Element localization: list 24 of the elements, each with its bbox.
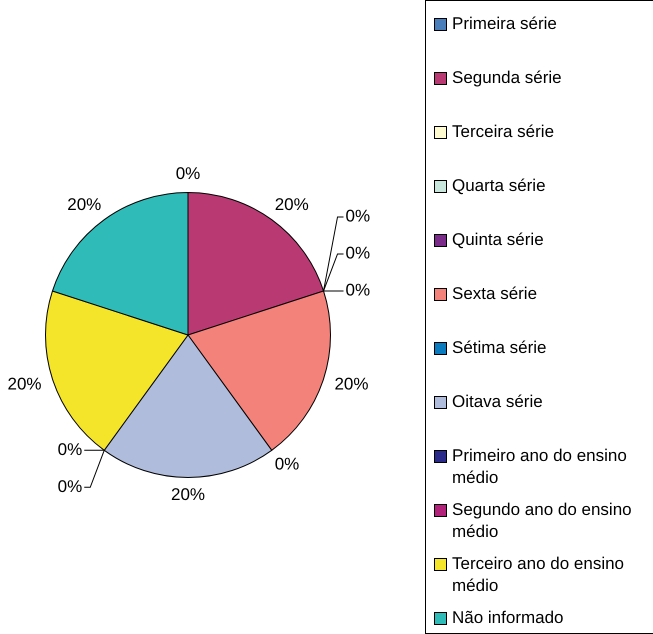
legend-label: Primeira série bbox=[452, 13, 557, 35]
data-label: 20% bbox=[274, 194, 309, 214]
text: 0% bbox=[346, 206, 370, 226]
data-label: 20% bbox=[170, 485, 206, 504]
legend-label: Primeiro ano do ensino médio bbox=[452, 445, 628, 489]
legend-label: Terceira série bbox=[452, 121, 554, 143]
data-label: 20% bbox=[334, 374, 368, 394]
text: 0% bbox=[346, 280, 370, 300]
legend-label: Quarta série bbox=[452, 175, 546, 197]
legend-label: Quinta série bbox=[452, 229, 544, 251]
legend-label: Terceiro ano do ensino médio bbox=[452, 553, 626, 597]
legend-label: Oitava série bbox=[452, 391, 543, 413]
legend-label: Segunda série bbox=[452, 67, 562, 89]
text: 0% bbox=[346, 244, 370, 263]
text: 0% bbox=[58, 440, 82, 459]
text: 0% bbox=[58, 476, 82, 496]
text: 0% bbox=[274, 454, 300, 474]
legend-label: Sétima série bbox=[452, 337, 546, 359]
text: 0% bbox=[176, 164, 200, 184]
legend-label: Segundo ano do ensino médio bbox=[452, 499, 633, 543]
data-label: 20% bbox=[8, 374, 42, 394]
legend-label: Não informado bbox=[452, 607, 564, 629]
legend-label: Sexta série bbox=[452, 283, 538, 305]
data-label: 20% bbox=[67, 194, 102, 214]
